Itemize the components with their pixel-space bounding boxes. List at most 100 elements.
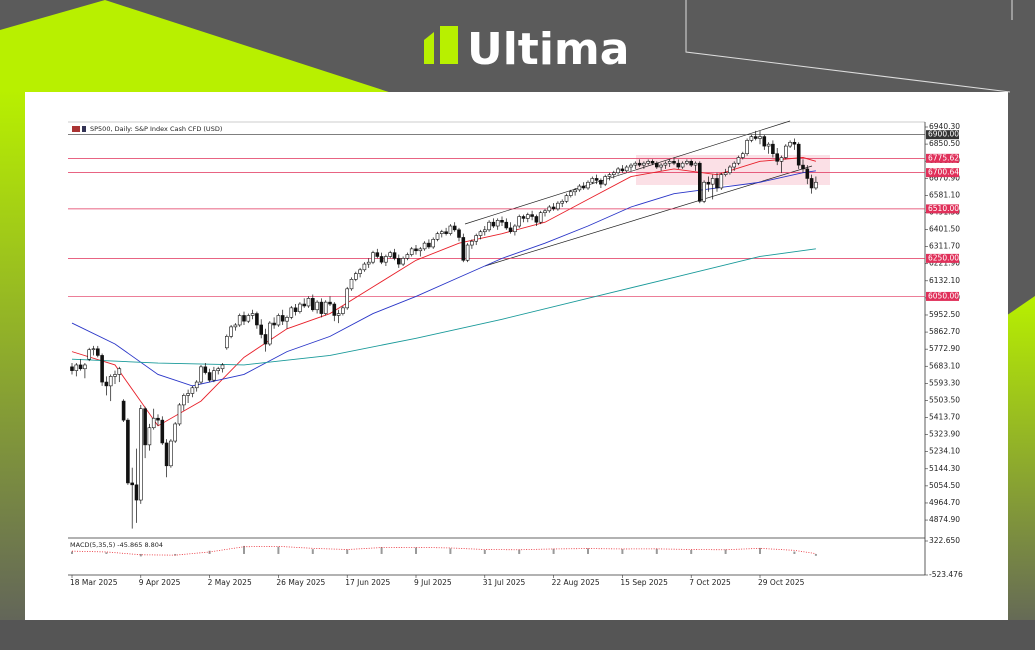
candle-body	[392, 252, 397, 259]
y-tick-label: 6221.90	[929, 259, 960, 268]
candle-body	[414, 248, 418, 252]
candle-body	[775, 153, 780, 162]
candle-body	[126, 419, 130, 484]
candle-body	[182, 395, 186, 406]
candle-body	[607, 174, 612, 177]
candle-body	[594, 178, 599, 181]
candle-body	[517, 216, 522, 227]
candle-body	[495, 220, 500, 227]
candle-body	[629, 164, 633, 168]
candle-body	[538, 212, 543, 223]
candle-body	[482, 229, 487, 233]
candle-body	[581, 185, 586, 189]
candle-body	[319, 301, 324, 314]
candle-body	[439, 231, 444, 234]
candle-body	[667, 161, 672, 164]
candle-body	[792, 141, 797, 145]
candle-body	[306, 298, 311, 307]
y-tick-label: 5413.70	[929, 413, 960, 422]
x-tick-label: 22 Aug 2025	[552, 578, 600, 587]
candle-body	[556, 202, 560, 210]
y-tick-label: 5772.90	[929, 344, 960, 353]
x-tick-label: 18 Mar 2025	[70, 578, 118, 587]
level-tag	[926, 153, 959, 163]
candle-body	[435, 233, 440, 240]
candle-body	[83, 364, 87, 370]
accent-stripe	[0, 0, 395, 94]
level-label: 6250.00	[928, 253, 959, 262]
brand: Ultima	[467, 24, 629, 75]
candle-body	[753, 136, 758, 139]
candle-body	[654, 162, 659, 168]
candle-body	[298, 303, 302, 312]
candle-body	[225, 336, 229, 349]
candle-body	[650, 161, 655, 164]
candle-body	[375, 252, 380, 257]
candle-body	[534, 216, 539, 223]
candle-body	[719, 174, 724, 189]
logo-mark	[424, 32, 434, 64]
y-tick-label: 5503.50	[929, 395, 960, 404]
candle-body	[323, 301, 328, 314]
candle-body	[341, 307, 345, 314]
candle-body	[745, 140, 749, 155]
candle-body	[147, 427, 152, 446]
y-tick-label: 5234.10	[929, 447, 960, 456]
candle-body	[366, 261, 371, 265]
candle-body	[543, 210, 547, 213]
candle-body	[194, 381, 199, 389]
candle-body	[70, 366, 74, 371]
candle-body	[384, 256, 388, 263]
candle-body	[461, 237, 466, 261]
candle-body	[646, 161, 651, 164]
y-tick-label: 5593.30	[929, 378, 960, 387]
y-tick-label: 5683.10	[929, 361, 960, 370]
candle-body	[396, 258, 401, 265]
candle-body	[444, 231, 448, 234]
candle-body	[452, 225, 457, 231]
candle-body	[117, 368, 122, 375]
accent-cut	[0, 0, 105, 30]
candle-body	[697, 162, 702, 202]
candle-body	[448, 225, 453, 234]
candle-body	[513, 225, 517, 233]
candle-body	[680, 162, 685, 168]
candle-body	[237, 315, 242, 326]
candle-body	[762, 136, 767, 147]
candle-body	[293, 307, 298, 312]
candle-body	[796, 143, 801, 166]
level-tag	[926, 168, 959, 178]
candle-body	[108, 376, 113, 387]
candle-body	[710, 178, 715, 185]
candle-body	[611, 172, 616, 175]
x-tick-label: 26 May 2025	[276, 578, 325, 587]
candle-body	[500, 220, 504, 223]
candle-body	[749, 136, 754, 141]
level-label: 6510.00	[928, 204, 959, 213]
candle-body	[620, 168, 625, 172]
level-label: 6050.00	[928, 291, 959, 300]
level-label: 6900.00	[928, 130, 959, 139]
level-label: 6700.64	[928, 168, 959, 177]
candle-body	[573, 189, 577, 193]
candle-body	[177, 404, 182, 425]
candle-body	[371, 252, 375, 263]
candle-body	[263, 334, 268, 345]
candle-body	[100, 355, 104, 383]
candle-body	[203, 366, 208, 373]
candle-body	[255, 313, 259, 326]
candle-body	[805, 168, 810, 179]
candle-body	[736, 157, 741, 164]
candle-body	[173, 423, 177, 442]
candle-body	[199, 366, 203, 383]
candle-body	[723, 172, 728, 175]
candle-body	[220, 364, 225, 370]
candle-body	[78, 364, 83, 370]
candle-body	[732, 162, 737, 168]
candle-body	[418, 248, 423, 252]
logo-mark	[440, 26, 458, 64]
candle-body	[74, 364, 79, 371]
x-tick-label: 15 Sep 2025	[620, 578, 668, 587]
candle-body	[586, 181, 590, 189]
